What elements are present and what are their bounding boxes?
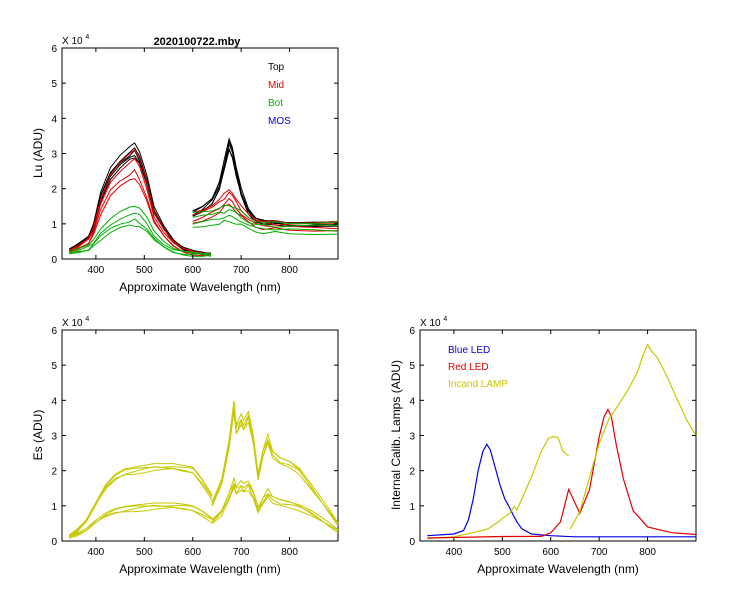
y-tick-label: 2 xyxy=(409,467,415,478)
lamps-xlabel: Approximate Wavelength (nm) xyxy=(477,562,639,576)
lu-line-bot xyxy=(192,208,339,228)
es-line xyxy=(69,502,213,538)
lu-legend-mid: Mid xyxy=(268,80,284,91)
es-series-group xyxy=(68,400,339,539)
y-tick-label: 0 xyxy=(409,537,415,548)
es-line xyxy=(211,484,339,534)
lu-line-bot xyxy=(192,219,339,236)
x-tick-label: 500 xyxy=(136,265,153,276)
y-tick-label: 6 xyxy=(51,44,57,55)
y-tick-label: 4 xyxy=(409,396,415,407)
es-line xyxy=(211,476,339,531)
lamps-exponent: X 10 4 xyxy=(420,316,447,329)
x-tick-label: 600 xyxy=(184,265,201,276)
y-tick-label: 1 xyxy=(51,220,57,231)
figure-title: 2020100722.mby xyxy=(154,36,242,48)
lamps-legend-incand: Incand LAMP xyxy=(448,379,508,390)
lu-line-bot xyxy=(69,212,211,256)
es-exponent: X 10 4 xyxy=(62,316,89,329)
lu-line-mid xyxy=(192,191,339,226)
x-tick-label: 600 xyxy=(542,547,559,558)
x-tick-label: 800 xyxy=(639,547,656,558)
lu-line-bot xyxy=(69,218,211,257)
lu-line-top xyxy=(192,148,339,228)
y-tick-label: 2 xyxy=(51,467,57,478)
lu-exponent-base: X 10 xyxy=(62,36,83,47)
x-tick-label: 700 xyxy=(233,547,250,558)
y-tick-label: 2 xyxy=(51,185,57,196)
x-tick-label: 800 xyxy=(281,547,298,558)
lu-exponent-power: 4 xyxy=(85,34,89,41)
lamps-legend-blue: Blue LED xyxy=(448,345,490,356)
es-line xyxy=(211,412,339,524)
y-tick-label: 0 xyxy=(51,537,57,548)
plot-area-lamps xyxy=(419,329,697,542)
es-line xyxy=(211,482,339,531)
lu-exponent: X 10 4 xyxy=(62,34,89,47)
lu-ylabel: Lu (ADU) xyxy=(31,128,45,178)
lamps-exponent-power: 4 xyxy=(443,316,447,323)
x-tick-label: 600 xyxy=(184,547,201,558)
chart-lamps: 400 500 600 700 800 0 1 2 3 4 5 6 Blue LED Red LED … xyxy=(389,316,697,576)
es-xlabel: Approximate Wavelength (nm) xyxy=(119,562,281,576)
chart-es: 400 500 600 700 800 0 1 2 3 4 5 6 X 10 4 Approximat… xyxy=(31,316,339,576)
lamps-line-red-led xyxy=(427,408,697,539)
es-line xyxy=(211,486,339,532)
lu-xlabel: Approximate Wavelength (nm) xyxy=(119,280,281,294)
x-tick-label: 400 xyxy=(88,265,105,276)
x-tick-label: 800 xyxy=(281,265,298,276)
es-line xyxy=(69,506,213,539)
y-tick-label: 1 xyxy=(409,502,415,513)
y-tick-label: 6 xyxy=(51,326,57,337)
lamps-ylabel: Internal Calib. Lamps (ADU) xyxy=(389,360,403,510)
es-ylabel: Es (ADU) xyxy=(31,410,45,461)
lamps-axes: 400 500 600 700 800 0 1 2 3 4 5 6 xyxy=(409,326,696,558)
y-tick-label: 4 xyxy=(51,114,57,125)
lu-line-bot xyxy=(192,214,339,232)
lu-series-group xyxy=(69,137,339,257)
y-tick-label: 0 xyxy=(51,255,57,266)
lu-axes: 400 500 600 700 800 0 1 2 3 4 5 6 xyxy=(51,44,338,276)
es-line xyxy=(69,463,213,537)
lu-legend: Top Mid Bot MOS xyxy=(268,62,291,127)
es-axes: 400 500 600 700 800 0 1 2 3 4 5 6 xyxy=(51,326,338,558)
x-tick-label: 500 xyxy=(136,547,153,558)
x-tick-label: 400 xyxy=(446,547,463,558)
y-tick-label: 4 xyxy=(51,396,57,407)
y-tick-label: 5 xyxy=(51,79,57,90)
y-tick-label: 6 xyxy=(409,326,415,337)
es-exponent-base: X 10 xyxy=(62,318,83,329)
x-tick-label: 700 xyxy=(591,547,608,558)
y-tick-label: 3 xyxy=(51,150,57,161)
x-tick-label: 400 xyxy=(88,547,105,558)
lu-line-bot xyxy=(192,204,339,225)
lu-legend-mos: MOS xyxy=(268,116,291,127)
y-tick-label: 3 xyxy=(409,432,415,443)
es-exponent-power: 4 xyxy=(85,316,89,323)
y-tick-label: 5 xyxy=(409,361,415,372)
lamps-legend: Blue LED Red LED Incand LAMP xyxy=(448,345,508,390)
lu-legend-top: Top xyxy=(268,62,285,73)
lamps-line-blue-led xyxy=(427,443,696,538)
x-tick-label: 700 xyxy=(233,265,250,276)
lu-legend-bot: Bot xyxy=(268,98,283,109)
y-tick-label: 3 xyxy=(51,432,57,443)
y-tick-label: 5 xyxy=(51,361,57,372)
x-tick-label: 500 xyxy=(494,547,511,558)
lamps-line-incand-lamp-seg1 xyxy=(427,435,570,540)
chart-lu: 400 500 600 700 800 0 1 2 3 4 5 6 Top Mid Bot MOS X… xyxy=(31,34,339,294)
lamps-exponent-base: X 10 xyxy=(420,318,441,329)
lamps-legend-red: Red LED xyxy=(448,362,489,373)
lamps-series-group xyxy=(427,343,697,540)
lamps-line-incand-lamp-seg2 xyxy=(569,343,697,530)
y-tick-label: 1 xyxy=(51,502,57,513)
lu-line-mid xyxy=(69,157,211,255)
lu-line-bot xyxy=(69,224,211,257)
plot-area-es xyxy=(61,329,339,542)
es-line xyxy=(69,467,213,537)
lu-line-mid xyxy=(69,178,211,257)
